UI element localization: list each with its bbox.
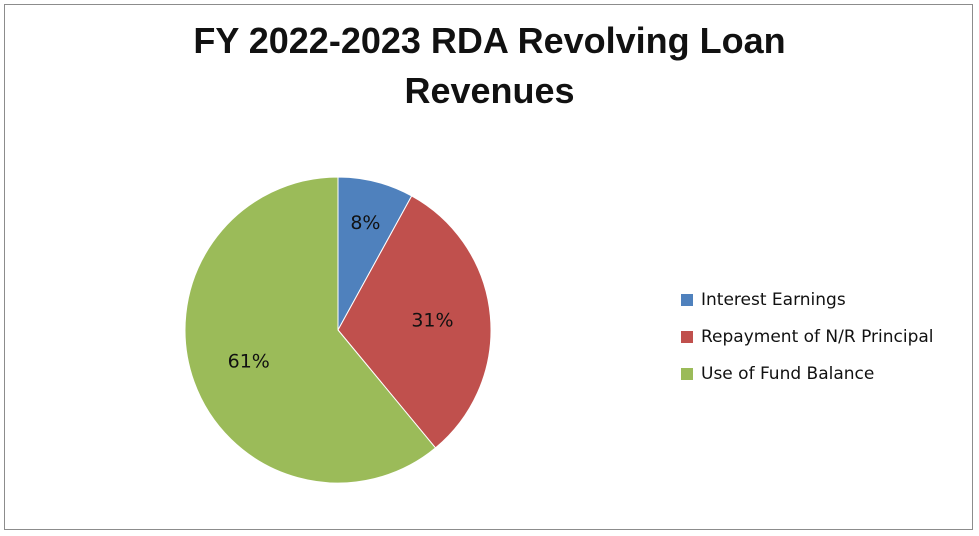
data-label: 61%: [228, 351, 270, 373]
legend-label: Use of Fund Balance: [701, 363, 875, 384]
pie-slice-use-of-fund-balance: [184, 176, 437, 484]
legend-item-interest-earnings: Interest Earnings: [681, 281, 934, 318]
pie-slice-repayment-of-n-r-principal: [337, 195, 492, 449]
legend-item-repayment: Repayment of N/R Principal: [681, 318, 934, 355]
chart-title: FY 2022-2023 RDA Revolving Loan Revenues: [0, 16, 979, 116]
chart-title-line-1: FY 2022-2023 RDA Revolving Loan: [193, 20, 786, 61]
legend-swatch: [681, 330, 693, 343]
chart-legend: Interest Earnings Repayment of N/R Princ…: [681, 281, 934, 392]
chart-title-line-2: Revenues: [404, 70, 575, 111]
legend-label: Interest Earnings: [701, 289, 846, 310]
legend-item-fund-balance: Use of Fund Balance: [681, 355, 934, 392]
chart-frame: [4, 4, 973, 530]
legend-label: Repayment of N/R Principal: [701, 326, 934, 347]
data-label: 31%: [411, 310, 453, 332]
legend-swatch: [681, 367, 693, 380]
data-label: 8%: [350, 212, 380, 234]
legend-swatch: [681, 293, 693, 306]
